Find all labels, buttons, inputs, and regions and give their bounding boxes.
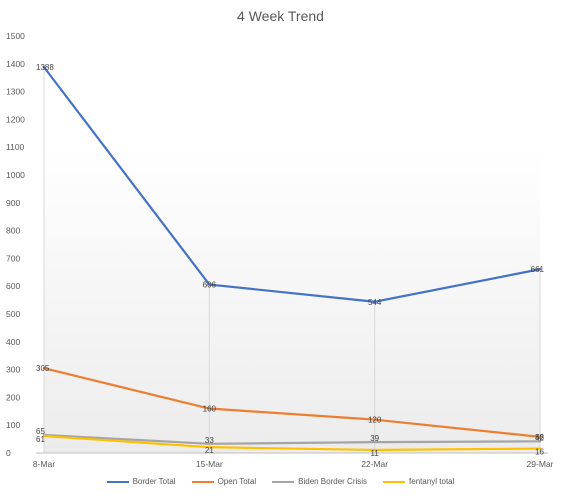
series-line — [42, 434, 542, 452]
data-label: 61 — [36, 435, 45, 444]
legend-swatch — [272, 480, 295, 483]
y-tick-label: 1300 — [6, 87, 25, 97]
data-point — [538, 447, 542, 450]
data-point — [538, 268, 542, 271]
data-point — [538, 435, 542, 439]
legend-label: Open Total — [217, 477, 257, 486]
data-label: 120 — [368, 416, 382, 425]
data-point — [42, 434, 46, 438]
data-label: 58 — [535, 433, 544, 442]
chart-legend: Border Total Open Total Biden Border Crisi… — [0, 477, 561, 486]
data-point — [208, 283, 211, 286]
series-line — [42, 367, 542, 438]
data-label: 39 — [370, 434, 379, 443]
x-tick-label: 15-Mar — [196, 459, 223, 469]
data-point — [208, 407, 211, 410]
legend-item: Biden Border Crisis — [272, 477, 367, 486]
y-tick-label: 700 — [6, 253, 20, 263]
y-tick-label: 0 — [6, 448, 11, 458]
x-tick-label: 29-Mar — [527, 459, 554, 469]
y-tick-label: 500 — [6, 309, 20, 319]
y-tick-label: 400 — [6, 337, 20, 347]
data-label: 42 — [535, 433, 544, 442]
series-line — [42, 66, 542, 303]
x-tick-label: 22-Mar — [361, 459, 388, 469]
y-tick-label: 1100 — [6, 142, 25, 152]
data-label: 544 — [368, 298, 382, 307]
data-label: 16 — [535, 448, 544, 457]
y-tick-label: 1400 — [6, 59, 25, 69]
data-point — [208, 442, 211, 446]
plot-background — [44, 147, 540, 453]
legend-item: Open Total — [191, 477, 257, 486]
y-tick-label: 300 — [6, 365, 20, 375]
y-tick-label: 600 — [6, 281, 20, 291]
legend-swatch — [106, 480, 129, 483]
legend-label: Biden Border Crisis — [298, 477, 368, 486]
y-tick-label: 100 — [6, 420, 20, 430]
y-tick-label: 1000 — [6, 170, 25, 180]
data-point — [538, 440, 542, 443]
legend-label: fentanyl total — [409, 477, 455, 486]
data-label: 160 — [203, 405, 217, 414]
data-point — [373, 440, 376, 444]
y-tick-label: 1200 — [6, 114, 25, 124]
data-label: 606 — [203, 281, 217, 290]
y-tick-label: 800 — [6, 226, 20, 236]
data-point — [42, 65, 46, 69]
legend-item: fentanyl total — [383, 477, 454, 486]
data-label: 661 — [531, 265, 545, 274]
data-point — [373, 300, 376, 303]
data-label: 305 — [36, 364, 50, 373]
data-label: 21 — [205, 446, 214, 455]
data-label: 33 — [205, 436, 214, 445]
series-line — [42, 433, 542, 445]
data-point — [373, 448, 376, 452]
data-point — [208, 445, 211, 449]
legend-swatch — [191, 480, 214, 483]
y-tick-label: 200 — [6, 392, 20, 402]
data-point — [373, 418, 376, 421]
legend-item: Border Total — [106, 477, 176, 486]
data-point — [42, 367, 46, 370]
data-label: 65 — [36, 427, 45, 436]
data-label: 11 — [371, 449, 380, 458]
chart-title: 4 Week Trend — [237, 8, 324, 24]
x-tick-label: 8-Mar — [33, 459, 55, 469]
y-tick-label: 1500 — [6, 31, 25, 41]
legend-label: Border Total — [132, 477, 176, 486]
legend-swatch — [383, 480, 406, 483]
y-tick-label: 900 — [6, 198, 20, 208]
data-label: 1388 — [36, 63, 54, 72]
